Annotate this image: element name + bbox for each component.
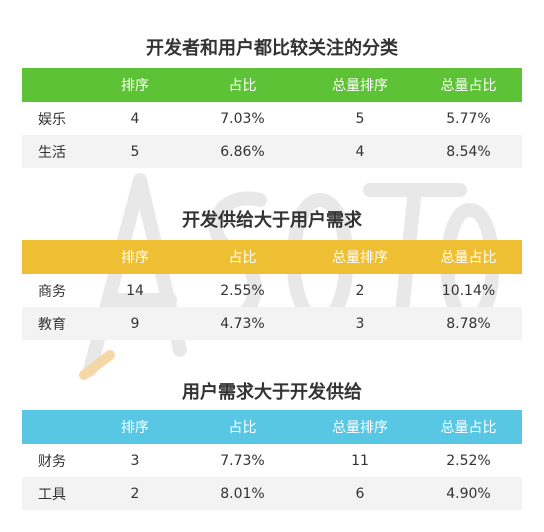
rank-cell: 2 [130, 485, 140, 502]
rank-cell: 14 [126, 282, 144, 299]
header-total-share: 总量占比 [440, 420, 497, 436]
table-1: 排序 占比 总量排序 总量占比 娱乐 4 7.03% 5 5.77% 生活 5 … [22, 68, 522, 168]
share-cell: 7.73% [220, 452, 265, 469]
total-share-cell: 4.90% [446, 485, 491, 502]
total-share-cell: 5.77% [446, 110, 491, 127]
share-cell: 2.55% [220, 282, 265, 299]
category-cell: 娱乐 [38, 111, 66, 128]
header-share: 占比 [228, 250, 257, 266]
category-cell: 商务 [38, 283, 66, 300]
rank-cell: 9 [130, 315, 140, 332]
table-header: 排序 占比 总量排序 总量占比 [22, 240, 522, 274]
share-cell: 7.03% [220, 110, 265, 127]
rank-cell: 5 [130, 143, 140, 160]
table-row: 财务 3 7.73% 11 2.52% [22, 444, 522, 477]
share-cell: 8.01% [220, 485, 265, 502]
total-rank-cell: 2 [355, 282, 365, 299]
table-row: 娱乐 4 7.03% 5 5.77% [22, 102, 522, 135]
table-header: 排序 占比 总量排序 总量占比 [22, 410, 522, 444]
category-cell: 教育 [38, 316, 66, 333]
total-rank-cell: 11 [351, 452, 369, 469]
total-rank-cell: 4 [355, 143, 365, 160]
rank-cell: 4 [130, 110, 140, 127]
total-rank-cell: 3 [355, 315, 365, 332]
category-cell: 工具 [38, 486, 66, 503]
header-total-rank: 总量排序 [332, 78, 388, 94]
header-total-share: 总量占比 [440, 250, 497, 266]
table-3: 排序 占比 总量排序 总量占比 财务 3 7.73% 11 2.52% 工具 2… [22, 410, 522, 510]
total-share-cell: 2.52% [446, 452, 491, 469]
section-title-3: 用户需求大于开发供给 [182, 382, 362, 403]
header-total-rank: 总量排序 [332, 420, 388, 436]
table-2: 排序 占比 总量排序 总量占比 商务 14 2.55% 2 10.14% 教育 … [22, 240, 522, 340]
header-total-rank: 总量排序 [332, 250, 388, 266]
total-share-cell: 8.78% [446, 315, 491, 332]
total-share-cell: 10.14% [441, 282, 496, 299]
rank-cell: 3 [130, 452, 140, 469]
table-row: 生活 5 6.86% 4 8.54% [22, 135, 522, 168]
header-share: 占比 [228, 420, 257, 436]
category-cell: 生活 [38, 144, 66, 161]
total-rank-cell: 5 [355, 110, 365, 127]
table-row: 商务 14 2.55% 2 10.14% [22, 274, 522, 307]
table-header: 排序 占比 总量排序 总量占比 [22, 68, 522, 102]
table-row: 教育 9 4.73% 3 8.78% [22, 307, 522, 340]
header-rank: 排序 [121, 420, 149, 436]
header-share: 占比 [228, 78, 257, 94]
header-rank: 排序 [121, 78, 149, 94]
share-cell: 6.86% [220, 143, 265, 160]
total-rank-cell: 6 [355, 485, 365, 502]
header-total-share: 总量占比 [440, 78, 497, 94]
section-title-1: 开发者和用户都比较关注的分类 [146, 38, 398, 59]
header-rank: 排序 [121, 250, 149, 266]
share-cell: 4.73% [220, 315, 265, 332]
table-row: 工具 2 8.01% 6 4.90% [22, 477, 522, 510]
total-share-cell: 8.54% [446, 143, 491, 160]
section-title-2: 开发供给大于用户需求 [182, 210, 362, 231]
category-cell: 财务 [38, 453, 66, 470]
